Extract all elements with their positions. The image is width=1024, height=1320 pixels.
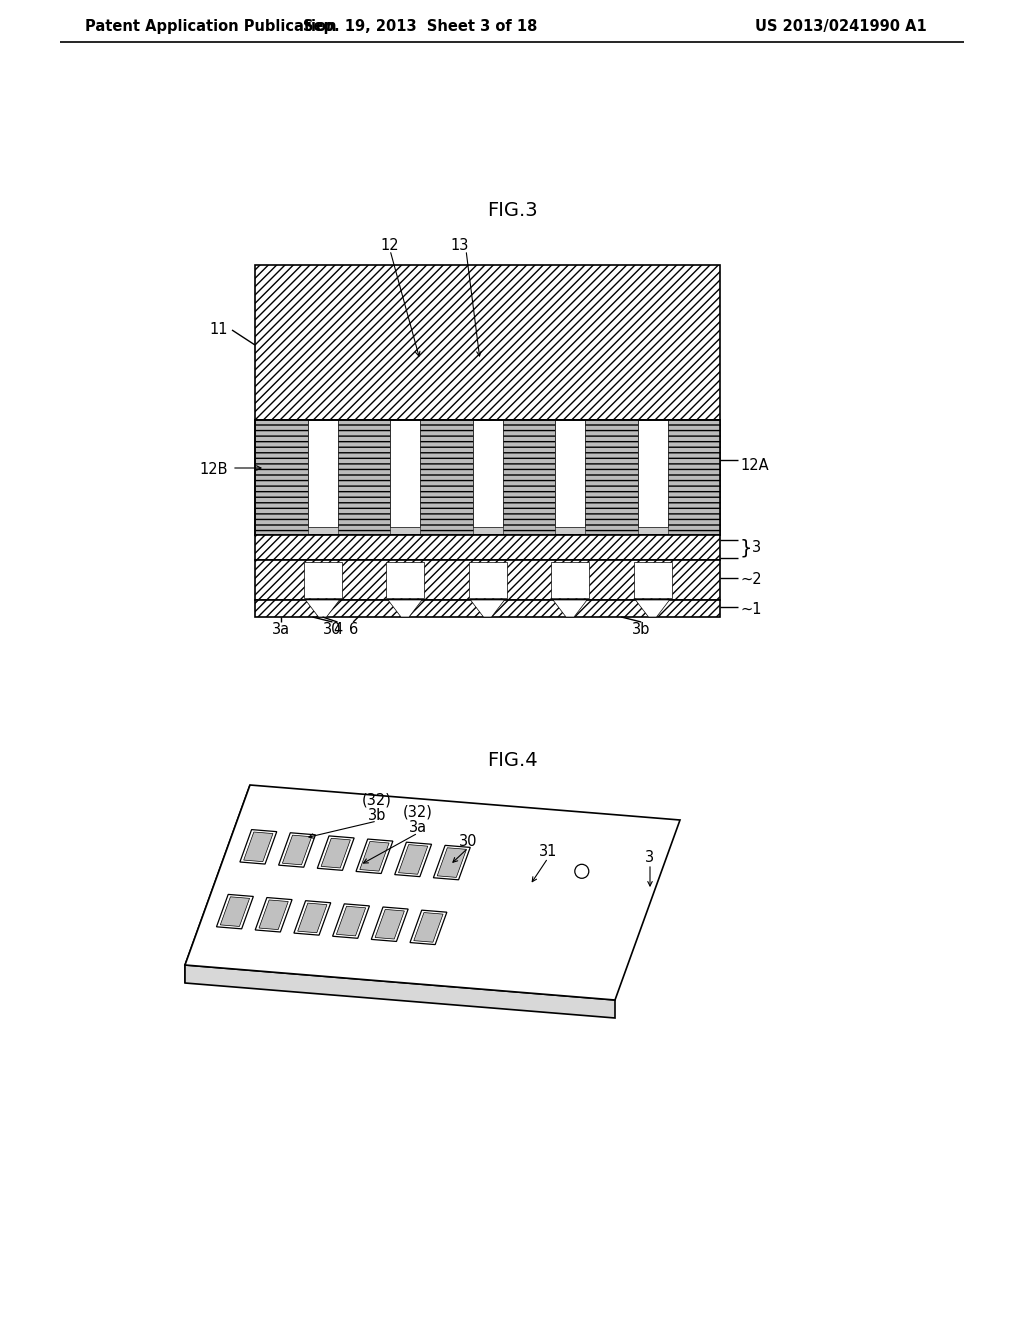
Polygon shape: [438, 560, 455, 572]
Bar: [585, 420, 638, 535]
Polygon shape: [305, 601, 340, 616]
Polygon shape: [220, 896, 250, 927]
Text: 12A: 12A: [740, 458, 769, 473]
Text: 13: 13: [451, 238, 469, 252]
Bar: [255, 420, 720, 535]
Polygon shape: [216, 895, 253, 929]
Polygon shape: [359, 841, 389, 871]
Bar: [503, 420, 555, 535]
Bar: [338, 420, 390, 535]
Bar: [255, 535, 720, 560]
Polygon shape: [333, 904, 370, 939]
Polygon shape: [298, 903, 327, 933]
Text: 12B: 12B: [200, 462, 228, 478]
Polygon shape: [337, 907, 366, 936]
Polygon shape: [240, 829, 276, 865]
Polygon shape: [185, 785, 250, 983]
Text: (32): (32): [362, 792, 392, 808]
Polygon shape: [603, 560, 620, 572]
Polygon shape: [372, 907, 409, 941]
Text: 3: 3: [645, 850, 654, 866]
Text: 6: 6: [348, 623, 357, 638]
Text: 3a: 3a: [272, 623, 291, 638]
Polygon shape: [244, 832, 273, 862]
Polygon shape: [433, 845, 470, 880]
Text: ~2: ~2: [740, 573, 762, 587]
Text: 3b: 3b: [632, 623, 650, 638]
Text: 31: 31: [539, 845, 557, 859]
Bar: [303, 562, 341, 598]
Bar: [390, 420, 420, 527]
Text: 3a: 3a: [409, 820, 427, 834]
Bar: [255, 601, 720, 616]
Polygon shape: [553, 601, 587, 616]
Bar: [551, 562, 589, 598]
Polygon shape: [388, 601, 422, 616]
Text: FIG.3: FIG.3: [486, 201, 538, 219]
Bar: [634, 562, 672, 598]
Text: 11: 11: [210, 322, 228, 338]
Bar: [469, 562, 507, 598]
Polygon shape: [255, 898, 292, 932]
Polygon shape: [185, 965, 615, 1018]
Text: 30: 30: [324, 623, 342, 638]
Circle shape: [574, 865, 589, 878]
Text: 3b: 3b: [368, 808, 386, 822]
Polygon shape: [394, 842, 431, 876]
Text: Patent Application Publication: Patent Application Publication: [85, 20, 337, 34]
Text: ~1: ~1: [740, 602, 762, 618]
Polygon shape: [636, 601, 670, 616]
Polygon shape: [355, 560, 372, 572]
Polygon shape: [410, 911, 446, 945]
Polygon shape: [294, 900, 331, 935]
Text: 30: 30: [459, 834, 477, 850]
Text: 4: 4: [333, 623, 342, 638]
Polygon shape: [356, 840, 393, 874]
Polygon shape: [273, 560, 289, 572]
Bar: [255, 420, 720, 535]
Text: FIG.4: FIG.4: [486, 751, 538, 770]
Polygon shape: [259, 900, 289, 929]
Text: Sep. 19, 2013  Sheet 3 of 18: Sep. 19, 2013 Sheet 3 of 18: [303, 20, 538, 34]
Polygon shape: [398, 845, 428, 874]
Bar: [255, 265, 720, 420]
Text: 12: 12: [381, 238, 399, 252]
Bar: [638, 420, 668, 527]
Bar: [307, 420, 338, 527]
Polygon shape: [185, 785, 680, 1001]
Polygon shape: [322, 838, 350, 869]
Bar: [255, 560, 720, 601]
Polygon shape: [414, 912, 443, 942]
Polygon shape: [317, 836, 354, 870]
Polygon shape: [437, 847, 467, 878]
Text: }: }: [740, 539, 753, 557]
Polygon shape: [279, 833, 315, 867]
Polygon shape: [686, 560, 701, 572]
Bar: [472, 420, 503, 527]
Text: 3: 3: [752, 540, 761, 556]
Polygon shape: [521, 560, 537, 572]
Polygon shape: [375, 909, 404, 939]
Polygon shape: [470, 601, 505, 616]
Text: US 2013/0241990 A1: US 2013/0241990 A1: [755, 20, 927, 34]
Bar: [668, 420, 720, 535]
Text: (32): (32): [403, 804, 433, 820]
Bar: [420, 420, 472, 535]
Bar: [386, 562, 424, 598]
Bar: [555, 420, 585, 527]
Bar: [255, 420, 307, 535]
Polygon shape: [283, 836, 311, 865]
